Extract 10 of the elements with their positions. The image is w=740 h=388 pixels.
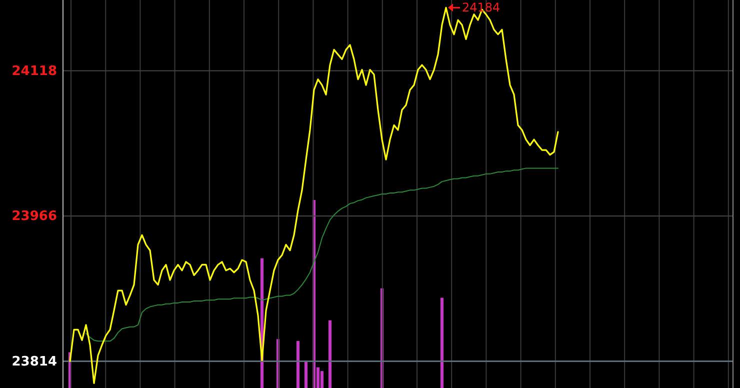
bar [320, 371, 324, 388]
y-tick-label: 23966 [12, 209, 57, 224]
line-series [86, 168, 558, 342]
y-tick-label: 23814 [12, 354, 57, 370]
annotation: 24184 [462, 0, 500, 15]
bar [296, 341, 300, 388]
bar [440, 298, 444, 388]
bar [328, 320, 332, 388]
bar [304, 362, 308, 388]
y-tick-label: 24118 [12, 64, 57, 79]
